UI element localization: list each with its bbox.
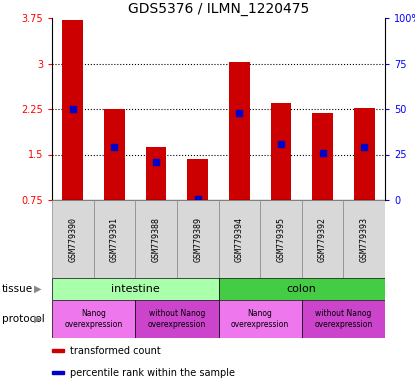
Bar: [52, 200, 94, 278]
Text: GSM779391: GSM779391: [110, 217, 119, 262]
Text: GSM779390: GSM779390: [68, 217, 77, 262]
Bar: [229, 62, 250, 200]
Bar: [187, 159, 208, 200]
Bar: [146, 147, 166, 200]
Bar: [312, 113, 333, 200]
Bar: [219, 200, 260, 278]
Bar: [62, 20, 83, 200]
Text: percentile rank within the sample: percentile rank within the sample: [70, 368, 235, 378]
Bar: [260, 200, 302, 278]
Bar: [52, 349, 63, 352]
Bar: [302, 300, 385, 338]
Bar: [135, 200, 177, 278]
Bar: [219, 278, 385, 300]
Bar: [177, 200, 219, 278]
Bar: [104, 109, 125, 200]
Text: Nanog
overexpression: Nanog overexpression: [64, 309, 123, 329]
Bar: [52, 371, 63, 374]
Text: GSM779393: GSM779393: [360, 217, 369, 262]
Text: without Nanog
overexpression: without Nanog overexpression: [314, 309, 373, 329]
Text: protocol: protocol: [2, 314, 45, 324]
Bar: [354, 108, 375, 200]
Title: GDS5376 / ILMN_1220475: GDS5376 / ILMN_1220475: [128, 2, 309, 16]
Text: ▶: ▶: [34, 284, 42, 294]
Text: tissue: tissue: [2, 284, 33, 294]
Text: without Nanog
overexpression: without Nanog overexpression: [148, 309, 206, 329]
Bar: [52, 278, 219, 300]
Text: Nanog
overexpression: Nanog overexpression: [231, 309, 289, 329]
Bar: [219, 300, 302, 338]
Bar: [343, 200, 385, 278]
Bar: [302, 200, 343, 278]
Text: transformed count: transformed count: [70, 346, 161, 356]
Text: GSM779394: GSM779394: [235, 217, 244, 262]
Text: GSM779389: GSM779389: [193, 217, 202, 262]
Text: ▶: ▶: [34, 314, 42, 324]
Bar: [135, 300, 219, 338]
Text: intestine: intestine: [111, 284, 160, 294]
Text: colon: colon: [287, 284, 317, 294]
Bar: [52, 300, 135, 338]
Bar: [271, 103, 291, 200]
Bar: [94, 200, 135, 278]
Text: GSM779392: GSM779392: [318, 217, 327, 262]
Text: GSM779388: GSM779388: [151, 217, 161, 262]
Text: GSM779395: GSM779395: [276, 217, 286, 262]
